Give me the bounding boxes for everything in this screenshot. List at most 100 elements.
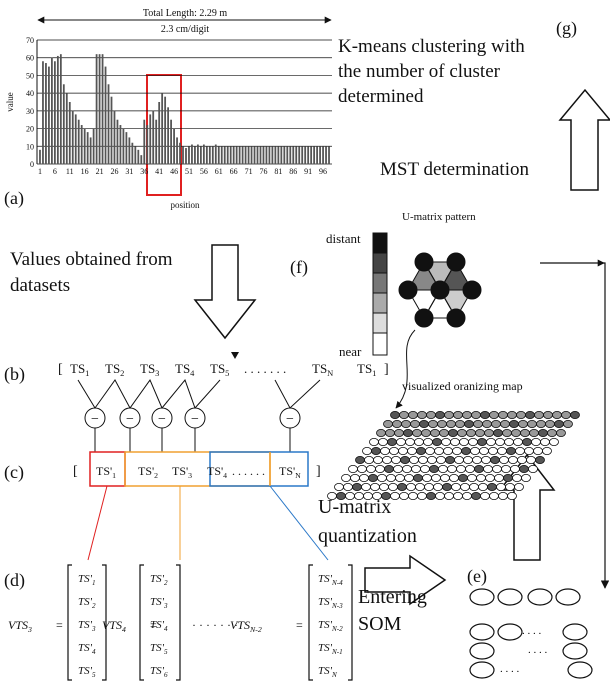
tsp-item: TS'2 — [138, 464, 158, 480]
som-node — [344, 483, 353, 490]
bar — [230, 146, 232, 164]
som-node — [462, 447, 471, 454]
som-node — [424, 438, 433, 445]
som-node — [527, 456, 536, 463]
som-node — [402, 420, 411, 427]
som-node — [417, 447, 426, 454]
bar — [57, 56, 59, 164]
x-tick-label: 36 — [140, 167, 148, 176]
som-node — [472, 411, 481, 418]
som-node — [433, 438, 442, 445]
y-tick-label: 10 — [26, 142, 34, 151]
som-node — [456, 420, 465, 427]
bar — [304, 146, 306, 164]
bar — [257, 146, 259, 164]
bar — [328, 146, 330, 164]
matrix-entry: TS'2 — [150, 573, 168, 587]
som-node — [481, 411, 490, 418]
som-node — [429, 420, 438, 427]
som-node — [438, 420, 447, 427]
umatrix-pattern-title: U-matrix pattern — [402, 211, 476, 223]
base-text: TS' — [78, 619, 93, 631]
subscript: 4 — [122, 625, 126, 634]
matrix-entry: TS'N-2 — [318, 619, 343, 633]
som-node — [419, 456, 428, 463]
subscript: 4 — [92, 648, 96, 656]
base-text: TS' — [150, 665, 165, 677]
bar — [84, 129, 86, 164]
som-node — [484, 465, 493, 472]
bar — [260, 146, 262, 164]
som-node — [469, 438, 478, 445]
ellipse-dots: . . . . — [500, 663, 520, 675]
som-node — [459, 474, 468, 481]
som-node — [453, 447, 462, 454]
bar — [158, 102, 160, 164]
som-node — [518, 456, 527, 463]
som-node — [370, 438, 379, 445]
bar — [292, 146, 294, 164]
som-node — [553, 411, 562, 418]
bar — [39, 150, 41, 164]
som-node — [411, 420, 420, 427]
bar — [102, 54, 104, 164]
bar — [295, 146, 297, 164]
base-text: TS' — [318, 573, 333, 585]
bar — [179, 143, 181, 164]
subscript: 3 — [163, 602, 168, 610]
som-node — [562, 411, 571, 418]
som-node — [415, 438, 424, 445]
som-node — [483, 420, 492, 427]
som-node — [449, 429, 458, 436]
ts-item: TS4 — [175, 361, 195, 378]
som-map-title: visualized oranizing map — [402, 379, 523, 393]
base-text: TS — [175, 361, 190, 376]
bar — [251, 146, 253, 164]
minus-sign: − — [191, 412, 199, 427]
bar — [42, 61, 44, 164]
som-node — [476, 429, 485, 436]
mst-text: MST determination — [380, 159, 529, 180]
som-node — [418, 492, 427, 499]
bar — [93, 129, 95, 164]
som-node — [353, 483, 362, 490]
subscript: 2 — [164, 579, 168, 587]
minus-sign: − — [286, 412, 294, 427]
bar — [60, 54, 62, 164]
som-node — [530, 429, 539, 436]
som-node — [490, 492, 499, 499]
som-node — [444, 447, 453, 454]
ts-item: TS1 — [357, 361, 376, 378]
subscript: 1 — [112, 471, 116, 480]
x-tick-label: 71 — [245, 167, 253, 176]
som-node — [349, 465, 358, 472]
som-node — [546, 420, 555, 427]
bar — [239, 146, 241, 164]
som-node — [399, 447, 408, 454]
x-tick-label: 56 — [200, 167, 208, 176]
kmeans-text: determined — [338, 86, 424, 107]
som-node — [390, 447, 399, 454]
som-node — [522, 474, 531, 481]
som-node — [544, 411, 553, 418]
som-node — [454, 411, 463, 418]
bar — [81, 125, 83, 164]
base-text: TS' — [150, 619, 165, 631]
base-text: TS' — [78, 642, 93, 654]
figure: 0102030405060701611162126313641465156616… — [0, 0, 610, 682]
base-text: TS — [210, 361, 225, 376]
bar — [209, 146, 211, 164]
bar — [149, 114, 151, 164]
som-node — [541, 438, 550, 445]
som-node — [351, 474, 360, 481]
bar — [143, 120, 145, 164]
som-node — [427, 411, 436, 418]
som-node — [393, 420, 402, 427]
som-node — [441, 474, 450, 481]
equals-sign: = — [56, 618, 63, 632]
som-node — [495, 474, 504, 481]
scale-low: near — [339, 344, 362, 359]
bar — [173, 129, 175, 164]
som-node — [515, 483, 524, 490]
bar — [224, 146, 226, 164]
